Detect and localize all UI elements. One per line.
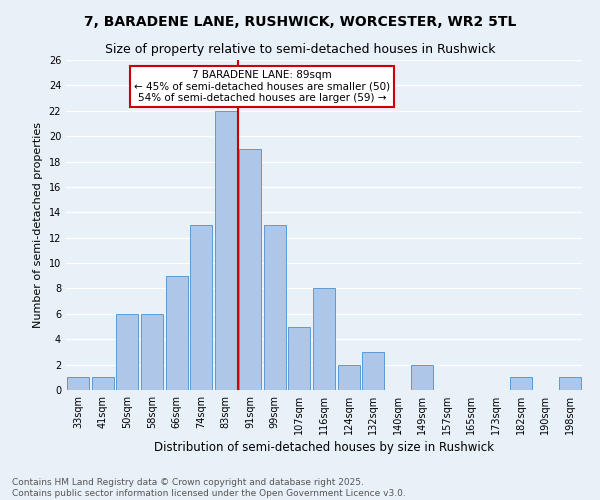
Y-axis label: Number of semi-detached properties: Number of semi-detached properties bbox=[33, 122, 43, 328]
Bar bbox=[116, 314, 139, 390]
Text: 7 BARADENE LANE: 89sqm
← 45% of semi-detached houses are smaller (50)
54% of sem: 7 BARADENE LANE: 89sqm ← 45% of semi-det… bbox=[134, 70, 390, 103]
Bar bbox=[141, 314, 163, 390]
Text: 7, BARADENE LANE, RUSHWICK, WORCESTER, WR2 5TL: 7, BARADENE LANE, RUSHWICK, WORCESTER, W… bbox=[84, 15, 516, 29]
Bar bbox=[313, 288, 335, 390]
Bar bbox=[215, 111, 237, 390]
Bar bbox=[362, 352, 384, 390]
Bar bbox=[264, 225, 286, 390]
Bar bbox=[289, 326, 310, 390]
Bar bbox=[509, 378, 532, 390]
Bar bbox=[67, 378, 89, 390]
Bar bbox=[559, 378, 581, 390]
Text: Contains HM Land Registry data © Crown copyright and database right 2025.
Contai: Contains HM Land Registry data © Crown c… bbox=[12, 478, 406, 498]
Bar bbox=[92, 378, 114, 390]
Bar bbox=[190, 225, 212, 390]
Text: Size of property relative to semi-detached houses in Rushwick: Size of property relative to semi-detach… bbox=[105, 42, 495, 56]
Bar bbox=[338, 364, 359, 390]
Bar bbox=[166, 276, 188, 390]
Bar bbox=[239, 149, 262, 390]
Bar bbox=[411, 364, 433, 390]
X-axis label: Distribution of semi-detached houses by size in Rushwick: Distribution of semi-detached houses by … bbox=[154, 441, 494, 454]
